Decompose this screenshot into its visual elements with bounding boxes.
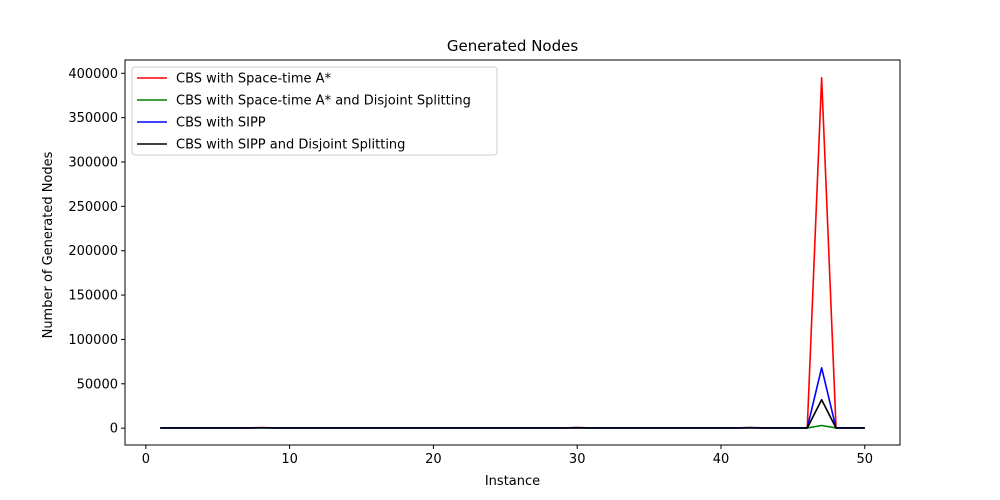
y-tick-label: 300000: [68, 156, 118, 171]
x-tick-label: 10: [281, 452, 298, 467]
legend-box: [131, 66, 498, 156]
legend-entry: CBS with SIPP and Disjoint Splitting: [176, 138, 405, 153]
y-tick-label: 250000: [68, 200, 118, 215]
legend-entry: CBS with Space-time A*: [176, 72, 332, 87]
x-axis-title: Instance: [485, 474, 540, 489]
y-tick-label: 400000: [68, 67, 118, 82]
chart-title: Generated Nodes: [447, 37, 578, 55]
y-tick-label: 0: [110, 422, 118, 437]
y-tick-label: 350000: [68, 111, 118, 126]
legend: CBS with Space-time A* CBS with Space-tim…: [131, 66, 498, 156]
y-tick-label: 150000: [68, 289, 118, 304]
x-tick-label: 20: [425, 452, 442, 467]
series-line-4: [160, 398, 865, 429]
x-axis: 0 10 20 30 40 50: [142, 445, 873, 467]
plot-frame: [124, 59, 901, 446]
x-tick-label: 30: [569, 452, 586, 467]
y-axis: 0 50000 100000 150000 200000 250000 300000 3500…: [68, 67, 125, 437]
y-tick-label: 200000: [68, 244, 118, 259]
y-tick-label: 50000: [77, 377, 118, 392]
x-tick-label: 50: [856, 452, 873, 467]
y-tick-label: 100000: [68, 333, 118, 348]
x-tick-label: 40: [713, 452, 730, 467]
x-tick-label: 0: [142, 452, 150, 467]
series-line-3: [160, 367, 865, 429]
series-layer: [160, 76, 865, 429]
y-axis-title: Number of Generated Nodes: [41, 151, 56, 338]
legend-entry: CBS with Space-time A* and Disjoint Spli…: [176, 94, 471, 109]
legend-entry: CBS with SIPP: [176, 116, 266, 131]
